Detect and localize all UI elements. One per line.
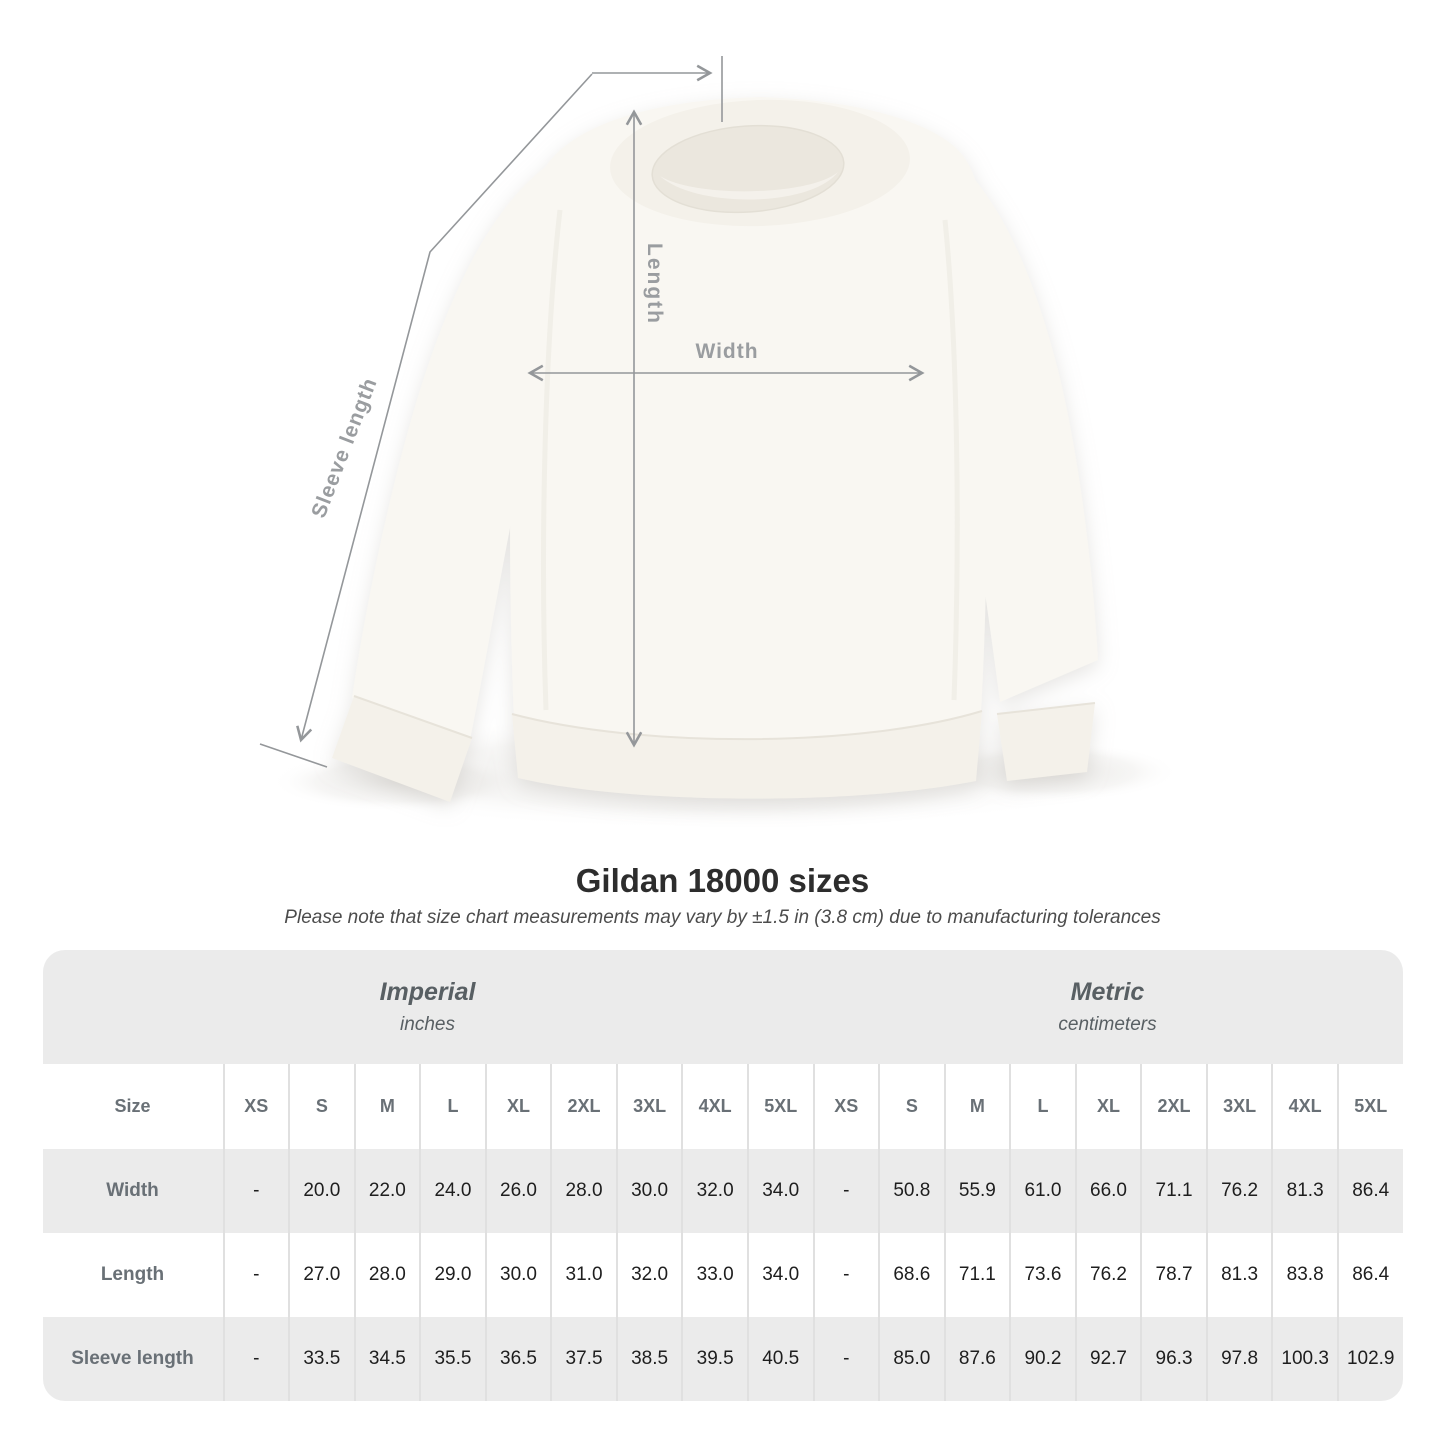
metric-size-header: 2XL: [1140, 1064, 1206, 1149]
metric-value-cell: 100.3: [1271, 1317, 1337, 1401]
imperial-value-cell: 20.0: [288, 1149, 354, 1233]
metric-system-label: Metric: [1070, 978, 1145, 1006]
imperial-value-cell: 35.5: [419, 1317, 485, 1401]
imperial-size-header: 2XL: [550, 1064, 616, 1149]
metric-value-cell: 86.4: [1336, 1233, 1403, 1317]
metric-value-cell: 92.7: [1074, 1317, 1141, 1401]
imperial-system-label: Imperial: [379, 978, 476, 1006]
measurement-row-label: Length: [42, 1233, 223, 1317]
metric-value-cell: 76.2: [1074, 1233, 1141, 1317]
imperial-size-header: L: [419, 1064, 485, 1149]
tolerance-note: Please note that size chart measurements…: [284, 907, 1161, 928]
metric-size-header: 5XL: [1336, 1064, 1403, 1149]
size-chart-grid: Size XS S M L XL 2XL 3XL 4XL 5XL XS S M L XL 2XL 3XL 4XL 5…: [42, 1064, 1403, 1401]
imperial-value-cell: 33.5: [288, 1317, 354, 1401]
imperial-value-cell: 27.0: [288, 1233, 354, 1317]
metric-value-cell: 86.4: [1336, 1149, 1403, 1233]
imperial-size-header: 4XL: [681, 1064, 747, 1149]
imperial-value-cell: -: [222, 1149, 289, 1233]
imperial-size-header: M: [353, 1064, 420, 1149]
imperial-unit-label: inches: [400, 1014, 455, 1035]
metric-value-cell: 61.0: [1009, 1149, 1075, 1233]
metric-value-cell: 66.0: [1074, 1149, 1141, 1233]
metric-value-cell: 50.8: [878, 1149, 944, 1233]
imperial-value-cell: 39.5: [681, 1317, 747, 1401]
imperial-value-cell: 36.5: [484, 1317, 551, 1401]
imperial-size-header: 3XL: [615, 1064, 682, 1149]
imperial-value-cell: 28.0: [353, 1233, 420, 1317]
imperial-value-cell: 34.5: [353, 1317, 420, 1401]
sweatshirt-measurement-diagram: Length Width Sleeve length: [259, 56, 1180, 830]
sweatshirt-garment: [332, 97, 1098, 802]
imperial-value-cell: 30.0: [615, 1149, 682, 1233]
imperial-value-cell: 40.5: [746, 1317, 813, 1401]
metric-header-group: Metric centimeters: [813, 950, 1403, 1064]
metric-size-header: 4XL: [1271, 1064, 1337, 1149]
metric-value-cell: 76.2: [1205, 1149, 1272, 1233]
size-column-header: Size: [42, 1064, 223, 1149]
imperial-value-cell: 32.0: [681, 1149, 747, 1233]
measurement-row-label: Sleeve length: [42, 1317, 223, 1401]
metric-value-cell: 96.3: [1140, 1317, 1206, 1401]
imperial-value-cell: 28.0: [550, 1149, 616, 1233]
metric-size-header: XS: [812, 1064, 879, 1149]
sweatshirt-illustration: [259, 56, 1180, 830]
metric-value-cell: -: [812, 1233, 879, 1317]
measurement-annotation-lines: [259, 56, 925, 768]
imperial-size-header: XL: [484, 1064, 551, 1149]
imperial-value-cell: 34.0: [746, 1149, 813, 1233]
metric-size-header: L: [1009, 1064, 1075, 1149]
metric-value-cell: 90.2: [1009, 1317, 1075, 1401]
metric-value-cell: 87.6: [943, 1317, 1010, 1401]
metric-value-cell: 55.9: [943, 1149, 1010, 1233]
metric-value-cell: 68.6: [878, 1233, 944, 1317]
imperial-value-cell: 22.0: [353, 1149, 420, 1233]
page-title: Gildan 18000 sizes: [575, 862, 870, 899]
metric-value-cell: -: [812, 1317, 879, 1401]
imperial-value-cell: 30.0: [484, 1233, 551, 1317]
metric-value-cell: 85.0: [878, 1317, 944, 1401]
measurement-row-label: Width: [42, 1149, 223, 1233]
imperial-value-cell: -: [222, 1233, 289, 1317]
metric-value-cell: 73.6: [1009, 1233, 1075, 1317]
metric-value-cell: 71.1: [943, 1233, 1010, 1317]
metric-size-header: XL: [1074, 1064, 1141, 1149]
imperial-value-cell: 38.5: [615, 1317, 682, 1401]
metric-value-cell: 71.1: [1140, 1149, 1206, 1233]
imperial-value-cell: -: [222, 1317, 289, 1401]
sleeve-length-line: [296, 73, 593, 743]
imperial-value-cell: 34.0: [746, 1233, 813, 1317]
metric-value-cell: 102.9: [1336, 1317, 1403, 1401]
metric-value-cell: 97.8: [1205, 1317, 1272, 1401]
imperial-size-header: XS: [222, 1064, 289, 1149]
imperial-value-cell: 33.0: [681, 1233, 747, 1317]
width-measure-label: Width: [695, 340, 759, 363]
metric-value-cell: 83.8: [1271, 1233, 1337, 1317]
size-chart-table: Imperial inches Metric centimeters Size X…: [42, 950, 1403, 1401]
imperial-header-group: Imperial inches: [43, 950, 813, 1064]
garment-seam-lines: [353, 124, 1096, 741]
imperial-value-cell: 24.0: [419, 1149, 485, 1233]
metric-size-header: M: [943, 1064, 1010, 1149]
imperial-value-cell: 32.0: [615, 1233, 682, 1317]
length-measure-label: Length: [643, 243, 666, 325]
imperial-value-cell: 29.0: [419, 1233, 485, 1317]
metric-value-cell: 78.7: [1140, 1233, 1206, 1317]
sleeve-end-tick: [259, 743, 328, 768]
imperial-size-header: S: [288, 1064, 354, 1149]
imperial-size-header: 5XL: [746, 1064, 813, 1149]
unit-header-band: Imperial inches Metric centimeters: [42, 950, 1403, 1064]
metric-value-cell: -: [812, 1149, 879, 1233]
imperial-value-cell: 31.0: [550, 1233, 616, 1317]
metric-size-header: S: [878, 1064, 944, 1149]
metric-value-cell: 81.3: [1271, 1149, 1337, 1233]
metric-size-header: 3XL: [1205, 1064, 1272, 1149]
metric-unit-label: centimeters: [1058, 1014, 1157, 1035]
metric-value-cell: 81.3: [1205, 1233, 1272, 1317]
imperial-value-cell: 26.0: [484, 1149, 551, 1233]
imperial-value-cell: 37.5: [550, 1317, 616, 1401]
